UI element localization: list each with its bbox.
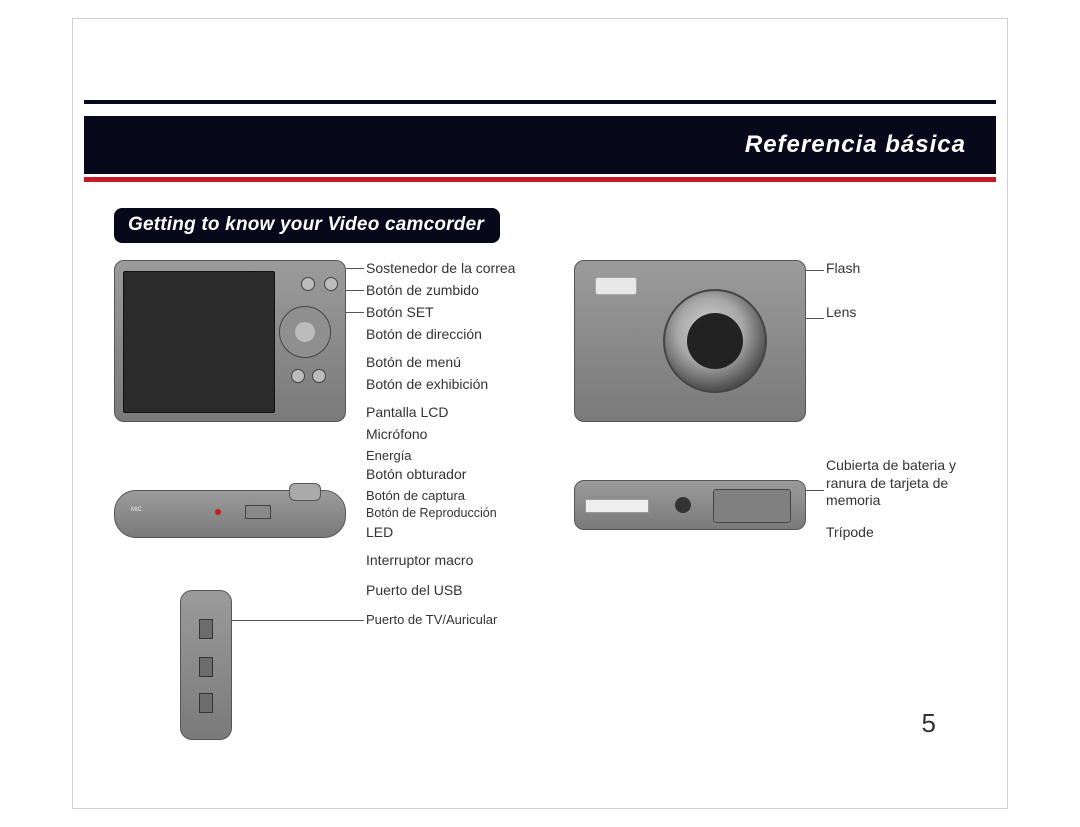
tv-port-icon [199,693,213,713]
zoom-button-icon [324,277,338,291]
header-title: Referencia básica [745,131,966,159]
mic-label: MIC [131,507,142,513]
lens-icon [663,289,767,393]
tripod-mount-icon [675,497,691,513]
camera-top-view: MIC [114,490,346,538]
serial-sticker-icon [585,499,649,513]
diagram-area: MIC [114,250,966,707]
label-strap-holder: Sostenedor de la correa [366,260,586,282]
direction-pad [279,306,331,358]
labels-left-column: Sostenedor de la correa Botón de zumbido… [366,260,586,630]
label-playback-button: Botón de Reproducción [366,506,586,524]
page: Referencia básica Getting to know your V… [0,0,1080,827]
label-shutter-button: Botón obturador [366,466,586,488]
label-direction-button: Botón de dirección [366,326,586,354]
label-capture-button: Botón de captura [366,488,586,506]
header-thin-bar [84,100,996,104]
strap-holder-icon [301,277,315,291]
battery-door-icon [713,489,791,523]
header-accent-line [84,177,996,182]
label-tripod: Trípode [826,524,966,542]
content-area: Referencia básica Getting to know your V… [84,100,996,767]
leader-line [806,318,824,319]
labels-right-column: Flash Lens Cubierta de bateria y ranura … [826,260,966,567]
leader-line [346,312,364,313]
power-switch-icon [245,505,271,519]
leader-line [806,490,824,491]
label-tv-earphone-port: Puerto de TV/Auricular [366,612,586,630]
led-icon [215,509,221,515]
section-title-pill: Getting to know your Video camcorder [114,208,500,243]
label-set-button: Botón SET [366,304,586,326]
leader-line [232,620,364,621]
label-flash: Flash [826,260,966,278]
lcd-screen [123,271,275,413]
leader-line [346,290,364,291]
set-button-icon [295,322,315,342]
label-macro-switch: Interruptor macro [366,552,586,582]
header-bar: Referencia básica [84,116,996,174]
shutter-button-icon [289,483,321,501]
label-power: Energía [366,448,586,466]
page-number: 5 [922,708,936,739]
camera-back-view [114,260,346,422]
label-menu-button: Botón de menú [366,354,586,376]
macro-switch-icon [199,619,213,639]
menu-button-icon [312,369,326,383]
label-display-button: Botón de exhibición [366,376,586,404]
label-lcd-screen: Pantalla LCD [366,404,586,426]
display-button-icon [291,369,305,383]
label-battery-cover: Cubierta de bateria y ranura de tarjeta … [826,457,966,510]
lens-glass-icon [687,313,743,369]
camera-front-view [574,260,806,422]
flash-icon [595,277,637,295]
label-zoom-button: Botón de zumbido [366,282,586,304]
camera-side-view [180,590,232,740]
label-led: LED [366,524,586,546]
label-microphone: Micrófono [366,426,586,448]
label-lens: Lens [826,304,966,322]
leader-line [346,268,364,269]
label-usb-port: Puerto del USB [366,582,586,612]
usb-port-icon [199,657,213,677]
leader-line [806,270,824,271]
camera-bottom-view [574,480,806,530]
